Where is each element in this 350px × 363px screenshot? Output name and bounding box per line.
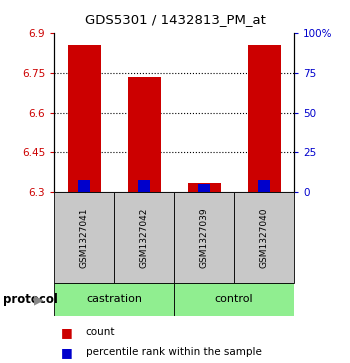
Bar bbox=[234, 192, 294, 283]
Bar bbox=[188, 183, 220, 192]
Bar bbox=[114, 192, 174, 283]
Text: castration: castration bbox=[86, 294, 142, 305]
Bar bbox=[54, 283, 174, 316]
Text: ■: ■ bbox=[61, 346, 73, 359]
Text: GDS5301 / 1432813_PM_at: GDS5301 / 1432813_PM_at bbox=[85, 13, 265, 26]
Text: GSM1327041: GSM1327041 bbox=[80, 208, 89, 268]
Text: control: control bbox=[215, 294, 253, 305]
Text: ■: ■ bbox=[61, 326, 73, 339]
Text: count: count bbox=[86, 327, 115, 337]
Bar bbox=[128, 77, 161, 192]
Bar bbox=[247, 45, 280, 192]
Bar bbox=[198, 184, 210, 192]
Text: GSM1327040: GSM1327040 bbox=[260, 208, 268, 268]
Bar bbox=[78, 180, 90, 192]
Bar bbox=[258, 180, 270, 192]
Bar bbox=[174, 192, 234, 283]
Bar bbox=[138, 180, 150, 192]
Bar bbox=[68, 45, 101, 192]
Text: percentile rank within the sample: percentile rank within the sample bbox=[86, 347, 262, 357]
Text: GSM1327039: GSM1327039 bbox=[199, 207, 209, 268]
Text: GSM1327042: GSM1327042 bbox=[140, 208, 149, 268]
Text: ▶: ▶ bbox=[34, 293, 43, 306]
Bar bbox=[174, 283, 294, 316]
Bar bbox=[54, 192, 114, 283]
Text: protocol: protocol bbox=[4, 293, 58, 306]
